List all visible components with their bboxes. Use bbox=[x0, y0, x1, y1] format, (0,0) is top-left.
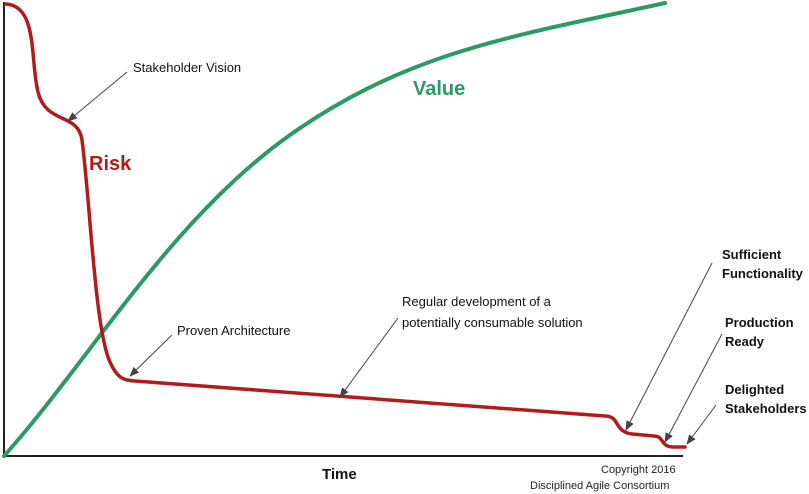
production-ready-label: Production Ready bbox=[725, 315, 797, 349]
copyright-notice: Copyright 2016 Disciplined Agile Consort… bbox=[530, 464, 679, 492]
delighted-stakeholders-arrow bbox=[686, 404, 717, 445]
proven-architecture-label: Proven Architecture bbox=[177, 323, 290, 338]
x-axis-label: Time bbox=[322, 466, 357, 483]
sufficient-functionality-arrow bbox=[625, 262, 713, 431]
regular-development-label: Regular development of a potentially con… bbox=[402, 294, 583, 330]
delighted-stakeholders-label: Delighted Stakeholders bbox=[725, 382, 807, 416]
proven-architecture-arrow bbox=[129, 334, 173, 377]
production-ready-arrow bbox=[664, 333, 723, 443]
stakeholder-vision-arrow bbox=[67, 71, 128, 122]
stakeholder-vision-label: Stakeholder Vision bbox=[133, 60, 241, 75]
value-label: Value bbox=[413, 78, 465, 100]
risk-label: Risk bbox=[89, 153, 132, 175]
regular-development-arrow bbox=[339, 317, 399, 398]
sufficient-functionality-label: Sufficient Functionality bbox=[722, 247, 804, 281]
risk-curve bbox=[4, 2, 687, 449]
value-curve bbox=[2, 1, 667, 458]
